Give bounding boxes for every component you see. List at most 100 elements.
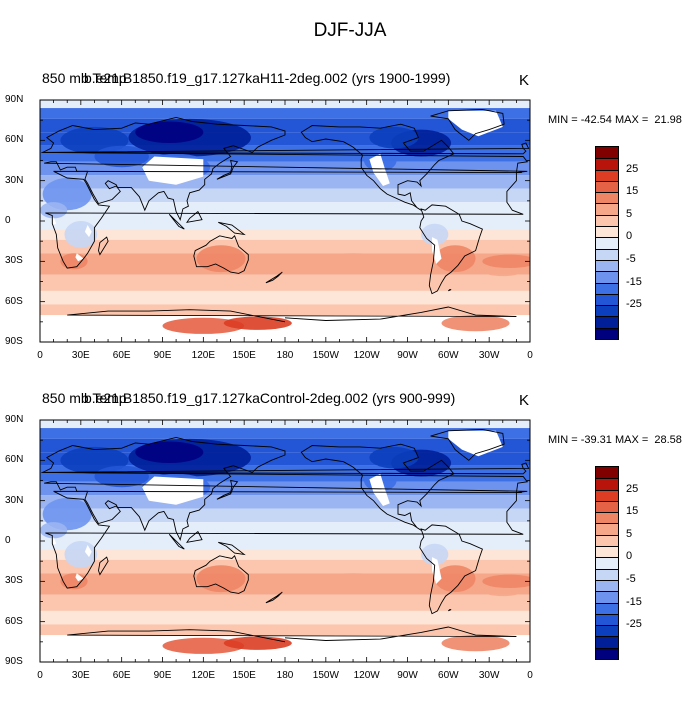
lat-tick-label: 30N (5, 494, 24, 506)
colorbar-tick-label: 25 (626, 482, 639, 495)
temperature-band (40, 535, 530, 550)
temperature-band (40, 594, 530, 611)
colorbar-swatch (596, 327, 618, 339)
map-panel: 850 mb Temp b.e21.B1850.f19_g17.127kaCon… (0, 388, 700, 718)
lat-tick-label: 90S (5, 336, 23, 347)
temperature-map (40, 100, 530, 342)
temperature-band (40, 290, 530, 305)
colorbar-swatch (596, 546, 618, 558)
colorbar-tick-label: 5 (626, 527, 633, 540)
temperature-band (40, 274, 530, 291)
lon-tick-label: 30E (71, 350, 90, 361)
colorbar-swatch (596, 169, 618, 181)
colorbar-tick-label: -15 (626, 595, 642, 608)
colorbar-swatch (596, 500, 618, 513)
temperature-band (40, 508, 530, 523)
colorbar-swatch (596, 158, 618, 170)
lon-tick-label: 0 (527, 670, 533, 681)
colorbar-swatch (596, 192, 618, 204)
colorbar-tick-label: -25 (626, 298, 642, 311)
lon-tick-label: 90W (397, 670, 418, 681)
temperature-contour (40, 522, 68, 539)
colorbar-swatch (596, 557, 618, 569)
temperature-contour (64, 221, 98, 248)
lat-tick-label: 0 (5, 215, 11, 226)
lat-tick-label: 30S (5, 255, 23, 267)
colorbar (595, 466, 619, 660)
lon-tick-label: 90W (397, 350, 418, 361)
colorbar-tick-label: 15 (626, 505, 639, 518)
temperature-contour (114, 255, 183, 273)
lon-tick-label: 150W (312, 350, 339, 361)
map-area (40, 420, 530, 662)
colorbar-tick-label: -5 (626, 572, 636, 585)
colorbar-swatch (596, 271, 618, 283)
temperature-contour (223, 316, 292, 330)
colorbar-swatch (596, 180, 618, 193)
colorbar-tick-label: -15 (626, 275, 642, 288)
colorbar-swatch (596, 512, 618, 524)
lon-tick-label: 0 (37, 350, 43, 361)
colorbar-swatch (596, 613, 618, 626)
case-label: b.e21.B1850.f19_g17.127kaControl-2deg.00… (84, 390, 456, 406)
colorbar-swatch (596, 237, 618, 249)
temperature-contour (441, 635, 510, 652)
colorbar-tick-label: 5 (626, 207, 633, 220)
units-label: K (519, 72, 530, 89)
colorbar-swatch (596, 602, 618, 614)
lat-tick-label: 60S (5, 615, 23, 627)
map-area (40, 100, 530, 342)
colorbar-tick-label: 0 (626, 550, 633, 563)
lon-tick-label: 150E (232, 670, 256, 681)
temperature-contour (135, 441, 204, 464)
lon-tick-label: 60E (112, 670, 131, 681)
variable-label: 850 mb Temp (42, 70, 127, 86)
temperature-band (40, 100, 530, 109)
temperature-contour (369, 446, 419, 469)
lat-tick-label: 90N (5, 94, 24, 105)
colorbar-swatch (596, 467, 618, 479)
temperature-contour (64, 541, 98, 568)
colorbar (595, 146, 619, 340)
lat-tick-label: 60N (5, 454, 24, 466)
temperature-contour (223, 636, 292, 650)
colorbar-swatch (596, 534, 618, 547)
lon-tick-label: 0 (527, 350, 533, 361)
lon-tick-label: 30E (71, 670, 90, 681)
colorbar-swatch (596, 214, 618, 227)
temperature-contour (312, 253, 394, 270)
colorbar-swatch (596, 305, 618, 317)
colorbar-swatch (596, 647, 618, 659)
colorbar-swatch (596, 568, 618, 580)
colorbar-swatch (596, 636, 618, 648)
lon-tick-label: 90E (153, 350, 172, 361)
lon-tick-label: 60E (112, 350, 131, 361)
lon-tick-label: 120E (191, 670, 216, 681)
temperature-band (40, 610, 530, 625)
lat-tick-label: 30S (5, 575, 23, 587)
lon-tick-label: 30W (478, 350, 500, 361)
colorbar-swatch (596, 579, 618, 592)
lon-tick-label: 0 (37, 670, 43, 681)
min-max-label: MIN = -42.54 MAX = 21.98 (548, 114, 682, 126)
temperature-contour (312, 573, 394, 590)
lat-tick-label: 90N (5, 414, 24, 425)
temperature-contour (135, 121, 204, 144)
colorbar-tick-label: 0 (626, 230, 633, 243)
lat-tick-label: 60S (5, 295, 23, 307)
case-label: b.e21.B1850.f19_g17.127kaH11-2deg.002 (y… (84, 70, 451, 86)
lon-tick-label: 60W (438, 350, 459, 361)
lat-tick-label: 0 (5, 535, 11, 546)
lat-tick-label: 60N (5, 134, 24, 146)
colorbar-swatch (596, 489, 618, 501)
temperature-contour (196, 245, 246, 273)
lon-tick-label: 150W (312, 670, 339, 681)
temperature-band (40, 215, 530, 230)
colorbar-tick-label: -5 (626, 252, 636, 265)
colorbar-swatch (596, 523, 618, 535)
temperature-contour (369, 126, 419, 149)
colorbar-tick-label: -25 (626, 618, 642, 631)
temperature-contour (196, 565, 246, 593)
colorbar-swatch (596, 203, 618, 215)
temperature-band (40, 188, 530, 203)
